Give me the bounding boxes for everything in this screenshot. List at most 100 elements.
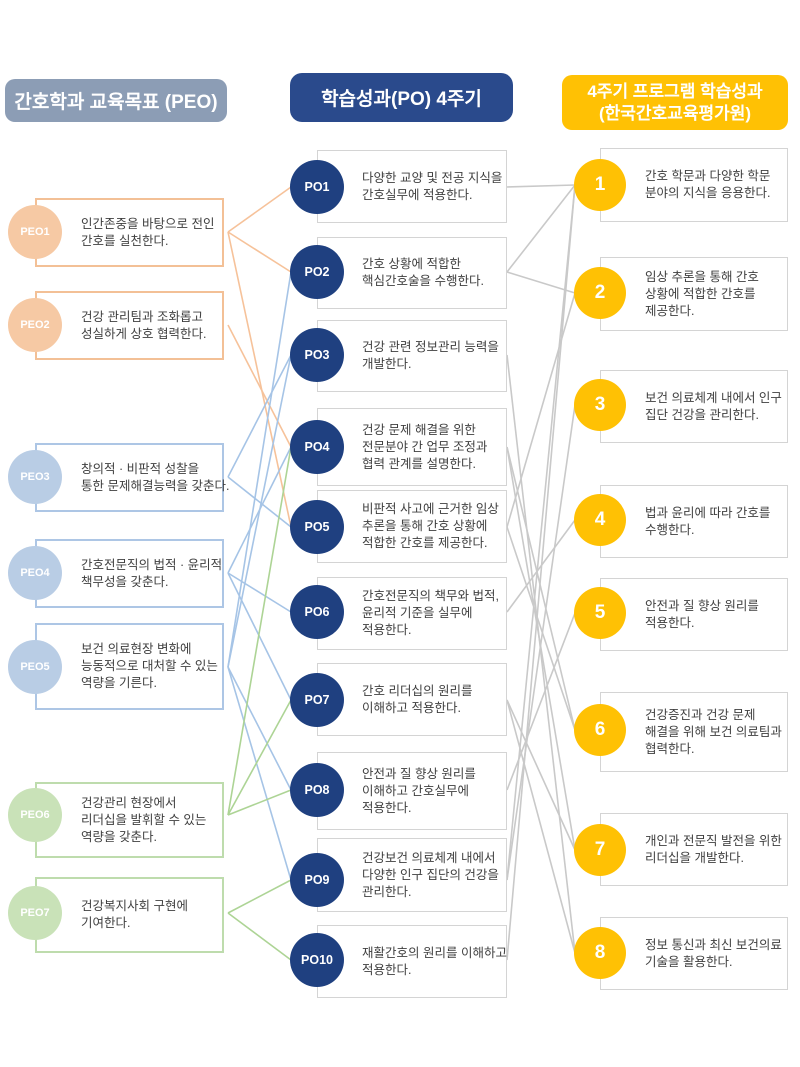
- outcome-item-o4-circle: 4: [574, 494, 626, 546]
- connector-peo6-po4: [227, 446, 292, 816]
- outcome-item-o7-text-line: 리더십을 개발한다.: [645, 850, 744, 865]
- peo-item-peo2-box: 건강 관리팀과 조화롭고 성실하게 상호 협력한다.: [35, 291, 224, 360]
- outcome-item-o2-label: 2: [594, 282, 606, 303]
- peo-item-peo4-text-line: 책무성을 갖춘다.: [81, 574, 169, 589]
- peo-item-peo5-label: PEO5: [20, 661, 50, 673]
- connector-peo5-po2: [227, 271, 292, 668]
- po-item-po8-text-line: 적용한다.: [362, 800, 412, 815]
- connector-peo7-po10: [227, 912, 292, 961]
- outcome-item-o6-text-line: 협력한다.: [645, 741, 695, 756]
- outcome-item-o7-circle: 7: [574, 824, 626, 876]
- peo-item-peo6-text-line: 리더십을 발휘할 수 있는: [81, 812, 207, 827]
- peo-item-peo7-text-line: 기여한다.: [81, 916, 131, 930]
- po-item-po8-text-line: 이해하고 간호실무에: [362, 783, 469, 798]
- outcome-item-o8-text-line: 정보 통신과 최신 보건의료: [645, 937, 782, 952]
- po-item-po6-circle: PO6: [290, 585, 344, 639]
- outcome-item-o3-box: 보건 의료체계 내에서 인구 집단 건강을 관리한다.: [600, 370, 788, 443]
- po-item-po5-text-line: 적합한 간호를 제공한다.: [362, 536, 488, 550]
- outcome-item-o3-text-line: 보건 의료체계 내에서 인구: [645, 390, 782, 405]
- peo-column-header: 간호학과 교육목표 (PEO): [5, 79, 227, 122]
- connector-peo5-po3: [227, 354, 292, 668]
- outcome-item-o2-text-line: 임상 추론을 통해 간호: [645, 269, 759, 284]
- connector-po8-o5: [506, 612, 576, 791]
- po-item-po2-text-line: 핵심간호술을 수행한다.: [362, 274, 484, 288]
- po-item-po5-circle: PO5: [290, 500, 344, 554]
- connector-peo5-po8: [227, 666, 292, 791]
- po-item-po7-text-line: 간호 리더십의 원리를: [362, 683, 473, 698]
- outcome-item-o8-circle: 8: [574, 927, 626, 979]
- connector-po3-o8: [506, 354, 576, 954]
- connector-po2-o2: [506, 271, 576, 294]
- connector-peo5-po9: [227, 666, 292, 881]
- po-item-po9-text-line: 다양한 인구 집단의 건강을: [362, 867, 499, 882]
- po-item-po6-box: 간호전문직의 책무와 법적, 윤리적 기준을 실무에 적용한다.: [317, 577, 507, 650]
- outcome-item-o5-circle: 5: [574, 587, 626, 639]
- peo-item-peo1-circle: PEO1: [8, 205, 62, 259]
- po-item-po10-box: 재활간호의 원리를 이해하고 적용한다.: [317, 925, 507, 998]
- connector-peo4-po6: [227, 572, 292, 613]
- outcome-item-o7-label: 7: [594, 839, 606, 860]
- po-item-po4-label: PO4: [304, 440, 330, 454]
- po-item-po4-text-line: 전문분야 간 업무 조정과: [362, 439, 488, 454]
- connector-po4-o6: [506, 446, 576, 731]
- connector-peo2-po4: [227, 324, 292, 448]
- po-item-po4-text-line: 건강 문제 해결을 위한: [362, 422, 476, 437]
- outcome-item-o1-text-line: 분야의 지식을 응용한다.: [645, 186, 771, 200]
- outcome-column-header: 4주기 프로그램 학습성과 (한국간호교육평가원): [562, 75, 788, 130]
- connector-po7-o8: [506, 699, 576, 954]
- outcome-item-o8-label: 8: [594, 942, 606, 963]
- po-item-po6-label: PO6: [304, 605, 330, 619]
- po-item-po1-label: PO1: [304, 180, 330, 194]
- connector-po5-o6: [506, 526, 576, 731]
- peo-item-peo1-text-line: 간호를 실천한다.: [81, 233, 169, 248]
- peo-item-peo6-box: 건강관리 현장에서 리더십을 발휘할 수 있는 역량을 갖춘다.: [35, 782, 224, 858]
- po-item-po5-box: 비판적 사고에 근거한 임상 추론을 통해 간호 상황에 적합한 간호를 제공한다.: [317, 490, 507, 563]
- connector-po6-o4: [506, 519, 576, 613]
- connector-peo6-po7: [227, 699, 292, 816]
- outcome-column-header-line2: (한국간호교육평가원): [598, 103, 752, 123]
- po-item-po7-box: 간호 리더십의 원리를 이해하고 적용한다.: [317, 663, 507, 736]
- peo-item-peo2-text-line: 성실하게 상호 협력한다.: [81, 326, 207, 341]
- outcome-item-o2-circle: 2: [574, 267, 626, 319]
- outcome-item-o3-label: 3: [594, 394, 606, 415]
- outcome-item-o6-text-line: 건강증진과 건강 문제: [645, 707, 756, 722]
- po-item-po10-text-line: 적용한다.: [362, 962, 412, 977]
- peo-item-peo3-box: 창의적 · 비판적 성찰을 통한 문제해결능력을 갖춘다.: [35, 443, 229, 512]
- outcome-item-o5-box: 안전과 질 향상 원리를 적용한다.: [600, 578, 788, 651]
- po-item-po5-text-line: 추론을 통해 간호 상황에: [362, 519, 488, 533]
- outcome-item-o4-label: 4: [594, 509, 606, 530]
- outcome-item-o1-label: 1: [594, 174, 606, 195]
- peo-item-peo7-label: PEO7: [20, 907, 50, 919]
- outcome-item-o7-box: 개인과 전문직 발전을 위한 리더십을 개발한다.: [600, 813, 788, 886]
- outcome-item-o2-box: 임상 추론을 통해 간호 상황에 적합한 간호를 제공한다.: [600, 257, 788, 331]
- po-item-po9-circle: PO9: [290, 853, 344, 907]
- po-column-header: 학습성과(PO) 4주기: [290, 73, 513, 122]
- peo-item-peo4-text-line: 간호전문직의 법적 · 윤리적: [81, 557, 223, 572]
- po-item-po8-circle: PO8: [290, 763, 344, 817]
- po-item-po2-text-line: 간호 상황에 적합한: [362, 257, 461, 271]
- po-item-po6-text-line: 적용한다.: [362, 623, 412, 637]
- peo-item-peo4-circle: PEO4: [8, 546, 62, 600]
- po-item-po1-text-line: 다양한 교양 및 전공 지식을: [362, 170, 503, 185]
- connector-peo1-po5: [227, 231, 292, 528]
- outcome-item-o6-text-line: 해결을 위해 보건 의료팀과: [645, 724, 782, 739]
- po-item-po4-text-line: 협력 관계를 설명한다.: [362, 456, 476, 471]
- po-item-po1-text-line: 간호실무에 적용한다.: [362, 187, 473, 202]
- peo-item-peo2-label: PEO2: [20, 319, 50, 331]
- po-item-po9-label: PO9: [304, 873, 330, 887]
- po-item-po10-label: PO10: [301, 953, 333, 967]
- peo-item-peo7-text-line: 건강복지사회 구현에: [81, 899, 188, 913]
- outcome-item-o5-text-line: 적용한다.: [645, 615, 695, 630]
- peo-item-peo2-circle: PEO2: [8, 298, 62, 352]
- peo-item-peo1-text-line: 인간존중을 바탕으로 전인: [81, 216, 215, 231]
- peo-item-peo5-text-line: 역량을 기른다.: [81, 676, 157, 690]
- connector-peo3-po5: [227, 476, 292, 528]
- po-item-po7-circle: PO7: [290, 673, 344, 727]
- peo-item-peo7-circle: PEO7: [8, 886, 62, 940]
- outcome-item-o2-text-line: 제공한다.: [645, 303, 695, 318]
